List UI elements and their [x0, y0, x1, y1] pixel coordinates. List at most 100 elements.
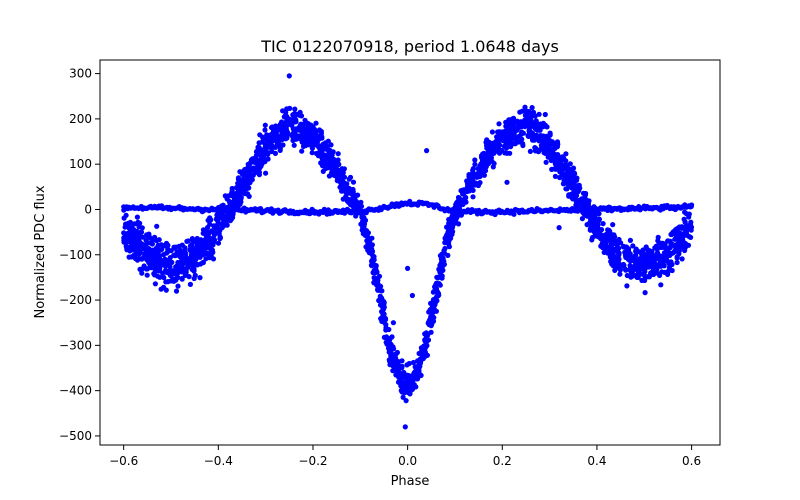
data-point [657, 272, 663, 278]
data-point [208, 246, 215, 253]
data-point [164, 243, 170, 250]
data-point [584, 213, 590, 219]
data-point [455, 221, 462, 227]
data-point [527, 115, 533, 122]
data-point [626, 255, 633, 261]
data-point [292, 131, 298, 137]
data-point [474, 174, 480, 180]
data-point [350, 189, 356, 195]
data-point [200, 227, 207, 233]
data-point [220, 221, 226, 227]
data-point [200, 259, 206, 266]
data-point [563, 171, 569, 177]
data-point [486, 139, 492, 145]
data-point [146, 231, 152, 237]
data-point [677, 230, 683, 236]
data-point [492, 144, 498, 151]
data-point [215, 240, 222, 246]
data-point [508, 127, 514, 133]
data-point [315, 133, 322, 139]
data-point [213, 225, 219, 231]
data-point [442, 235, 448, 241]
data-point [661, 250, 668, 256]
data-point [688, 234, 694, 240]
data-point [260, 134, 266, 140]
data-point [682, 209, 688, 215]
data-point [485, 146, 491, 152]
y-tick-label: −200 [59, 293, 92, 307]
data-point [496, 121, 502, 127]
data-point [623, 244, 630, 250]
data-point [318, 145, 324, 151]
y-tick-label: 300 [69, 67, 92, 81]
data-point [415, 366, 421, 372]
data-point [305, 121, 311, 127]
data-point [612, 261, 619, 268]
data-point [654, 250, 661, 256]
data-point [569, 168, 575, 174]
data-point [240, 177, 246, 183]
data-point [428, 329, 434, 335]
data-point [558, 158, 564, 164]
data-point [563, 161, 569, 167]
data-point [220, 216, 226, 222]
data-point [497, 142, 503, 148]
data-point [545, 134, 551, 140]
data-point [157, 265, 163, 271]
data-point [292, 106, 298, 112]
data-point [397, 376, 403, 382]
data-point [389, 345, 395, 351]
data-point [319, 149, 325, 155]
y-axis-ticks: −500 −400 −300 −200 −100 0 100 200 300 [59, 67, 100, 443]
data-point [579, 216, 586, 222]
data-point [634, 274, 640, 280]
data-point [312, 137, 318, 143]
data-point [252, 170, 258, 176]
data-point [137, 266, 143, 272]
data-point [579, 202, 585, 208]
data-point [161, 274, 167, 281]
data-point [154, 223, 160, 229]
data-point [308, 141, 314, 148]
data-point [592, 233, 598, 239]
data-point [326, 173, 332, 179]
data-point [552, 141, 558, 147]
data-point [352, 200, 358, 206]
data-point [328, 142, 334, 148]
data-point [262, 127, 268, 133]
data-point [360, 218, 366, 225]
data-point [470, 187, 476, 193]
data-point [478, 165, 484, 171]
data-point [571, 194, 577, 200]
data-point [650, 268, 657, 275]
data-point [506, 123, 512, 129]
data-point [644, 246, 650, 252]
data-point [134, 236, 140, 242]
data-point [423, 339, 429, 345]
data-point [470, 177, 476, 183]
data-point [496, 150, 503, 156]
data-point-outlier [402, 424, 408, 430]
data-point [173, 277, 179, 283]
data-point [249, 177, 255, 183]
data-point [319, 156, 326, 162]
data-point [529, 105, 535, 111]
data-point-outlier [504, 179, 510, 185]
data-point [659, 244, 665, 250]
data-point [253, 152, 259, 158]
data-point [674, 255, 680, 261]
chart-title: TIC 0122070918, period 1.0648 days [260, 37, 559, 56]
data-point [472, 182, 478, 188]
data-point [563, 186, 569, 192]
data-point [342, 181, 348, 187]
data-point [136, 251, 142, 257]
data-point [668, 231, 674, 238]
data-point [602, 245, 608, 251]
data-point [397, 380, 403, 386]
data-point [416, 360, 422, 366]
data-point [475, 182, 481, 189]
data-point [470, 166, 476, 172]
data-point [245, 180, 251, 186]
data-point [376, 297, 382, 304]
data-point [489, 129, 495, 135]
